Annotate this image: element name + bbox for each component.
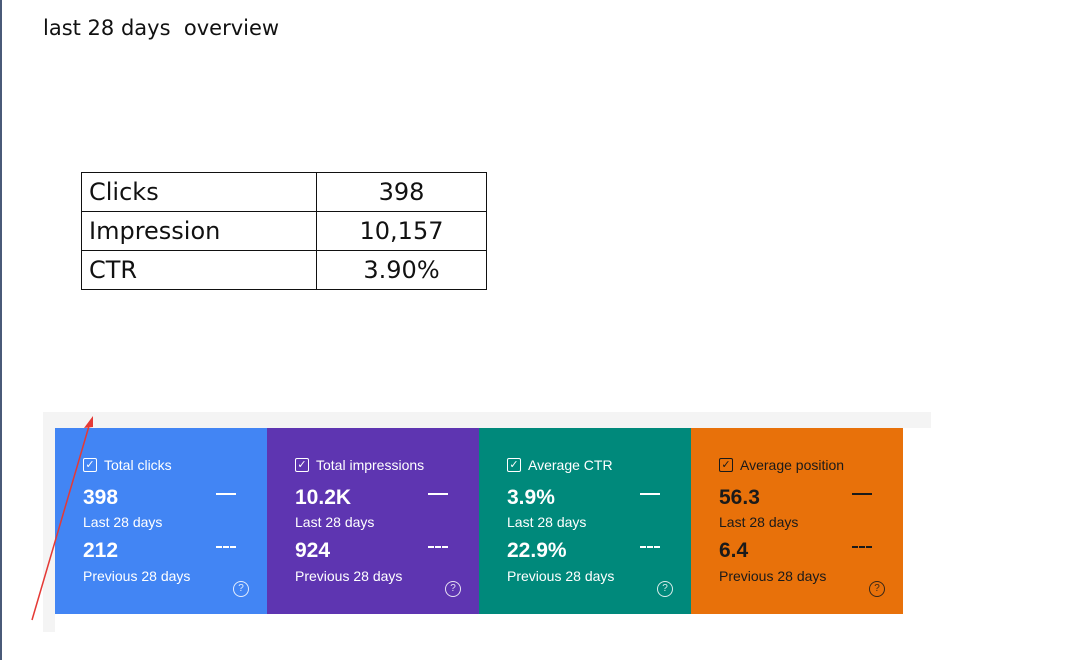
table-cell-label: CTR xyxy=(81,250,317,290)
metric-previous-label: Previous 28 days xyxy=(295,568,403,584)
metric-period-label: Last 28 days xyxy=(295,514,375,530)
dashed-line-legend-icon xyxy=(428,546,448,548)
metric-card-total-clicks[interactable]: ✓ Total clicks 398 Last 28 days 212 Prev… xyxy=(55,428,267,614)
metric-previous-label: Previous 28 days xyxy=(83,568,191,584)
solid-line-legend-icon xyxy=(216,493,236,495)
solid-line-legend-icon xyxy=(640,493,660,495)
metric-previous-value: 924 xyxy=(295,539,331,562)
help-circle-icon[interactable]: ? xyxy=(233,581,249,597)
solid-line-legend-icon xyxy=(428,493,448,495)
metric-name: Average CTR xyxy=(528,457,613,473)
metric-card-total-impressions[interactable]: ✓ Total impressions 10.2K Last 28 days 9… xyxy=(267,428,479,614)
metric-previous-label: Previous 28 days xyxy=(507,568,615,584)
metric-period-label: Last 28 days xyxy=(83,514,163,530)
window-left-border xyxy=(0,0,2,660)
help-circle-icon[interactable]: ? xyxy=(869,581,885,597)
metric-previous-value: 6.4 xyxy=(719,539,749,562)
help-circle-icon[interactable]: ? xyxy=(657,581,673,597)
table-cell-value: 3.90% xyxy=(316,250,487,290)
overview-table: Clicks 398 Impression 10,157 CTR 3.90% xyxy=(81,172,487,290)
table-cell-value: 398 xyxy=(316,172,487,212)
metric-toggle[interactable]: ✓ Total impressions xyxy=(295,457,424,473)
metric-period-label: Last 28 days xyxy=(507,514,587,530)
check-icon[interactable]: ✓ xyxy=(719,458,733,472)
check-icon[interactable]: ✓ xyxy=(295,458,309,472)
dashed-line-legend-icon xyxy=(216,546,236,548)
table-row: Clicks 398 xyxy=(81,172,487,212)
check-icon[interactable]: ✓ xyxy=(83,458,97,472)
performance-panel-footer xyxy=(55,614,903,632)
metric-previous-value: 212 xyxy=(83,539,119,562)
check-icon[interactable]: ✓ xyxy=(507,458,521,472)
metric-card-average-position[interactable]: ✓ Average position 56.3 Last 28 days 6.4… xyxy=(691,428,903,614)
metric-previous-value: 22.9% xyxy=(507,539,567,562)
metric-value: 10.2K xyxy=(295,486,352,509)
metric-value: 398 xyxy=(83,486,119,509)
metric-period-label: Last 28 days xyxy=(719,514,799,530)
table-cell-label: Clicks xyxy=(81,172,317,212)
table-row: Impression 10,157 xyxy=(81,211,487,251)
performance-panel-edge xyxy=(903,428,931,632)
dashed-line-legend-icon xyxy=(640,546,660,548)
metric-name: Total clicks xyxy=(104,457,172,473)
help-circle-icon[interactable]: ? xyxy=(445,581,461,597)
metric-name: Total impressions xyxy=(316,457,425,473)
metric-value: 3.9% xyxy=(507,486,555,509)
table-cell-label: Impression xyxy=(81,211,317,251)
page-title: last 28 days overview xyxy=(43,16,280,40)
metric-card-average-ctr[interactable]: ✓ Average CTR 3.9% Last 28 days 22.9% Pr… xyxy=(479,428,691,614)
metric-toggle[interactable]: ✓ Total clicks xyxy=(83,457,172,473)
table-cell-value: 10,157 xyxy=(316,211,487,251)
table-row: CTR 3.90% xyxy=(81,250,487,290)
metric-toggle[interactable]: ✓ Average CTR xyxy=(507,457,613,473)
solid-line-legend-icon xyxy=(852,493,872,495)
metric-name: Average position xyxy=(740,457,845,473)
metric-previous-label: Previous 28 days xyxy=(719,568,827,584)
metric-toggle[interactable]: ✓ Average position xyxy=(719,457,844,473)
metric-value: 56.3 xyxy=(719,486,760,509)
dashed-line-legend-icon xyxy=(852,546,872,548)
